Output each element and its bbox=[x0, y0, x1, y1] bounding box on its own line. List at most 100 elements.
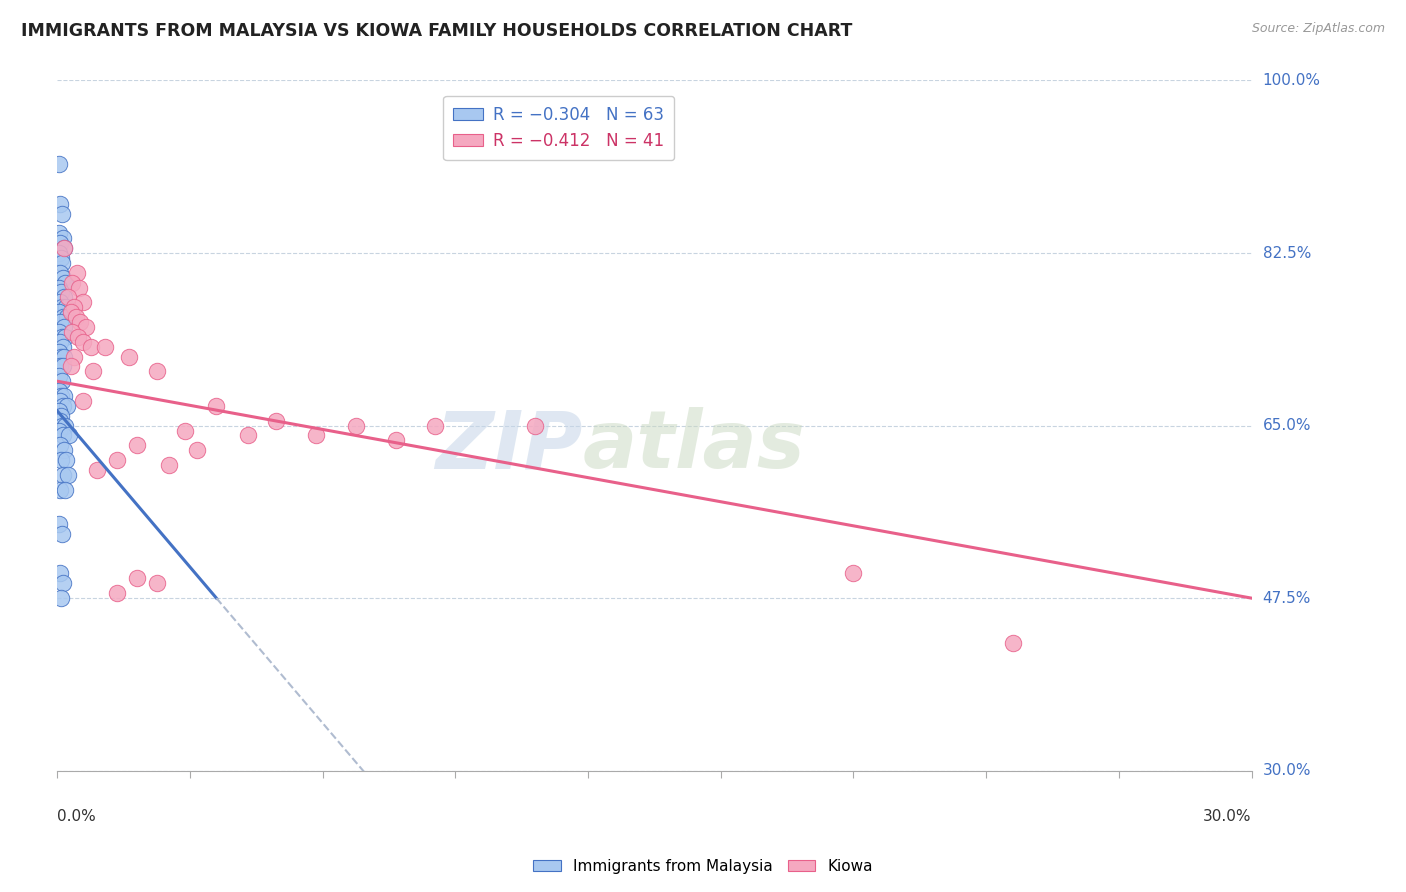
Point bbox=[80, 340, 103, 354]
Point bbox=[51, 374, 73, 388]
Point bbox=[53, 483, 76, 497]
Point bbox=[51, 285, 73, 300]
Point bbox=[58, 290, 80, 304]
Point bbox=[145, 364, 167, 378]
Point bbox=[51, 389, 73, 403]
Point bbox=[51, 453, 73, 467]
Point bbox=[48, 517, 70, 532]
Point bbox=[48, 227, 70, 241]
Point bbox=[56, 399, 79, 413]
Point bbox=[56, 310, 79, 325]
Point bbox=[238, 428, 260, 442]
Text: IMMIGRANTS FROM MALAYSIA VS KIOWA FAMILY HOUSEHOLDS CORRELATION CHART: IMMIGRANTS FROM MALAYSIA VS KIOWA FAMILY… bbox=[21, 22, 852, 40]
Point bbox=[1001, 635, 1024, 649]
Point bbox=[53, 241, 76, 255]
Point bbox=[82, 364, 104, 378]
Point bbox=[63, 300, 86, 314]
Point bbox=[842, 566, 865, 581]
Point bbox=[63, 350, 86, 364]
Point bbox=[118, 350, 141, 364]
Point bbox=[49, 483, 72, 497]
Point bbox=[51, 409, 73, 423]
Point bbox=[58, 467, 80, 482]
Point bbox=[48, 280, 70, 294]
Point bbox=[105, 586, 128, 600]
Point bbox=[52, 231, 75, 245]
Point bbox=[53, 276, 76, 290]
Point bbox=[49, 566, 72, 581]
Point bbox=[425, 418, 447, 433]
Point bbox=[125, 571, 148, 585]
Point bbox=[53, 330, 76, 344]
Point bbox=[145, 576, 167, 591]
Point bbox=[67, 280, 90, 294]
Point bbox=[51, 591, 73, 606]
Text: 65.0%: 65.0% bbox=[1263, 418, 1312, 434]
Point bbox=[48, 424, 70, 438]
Point bbox=[58, 428, 80, 442]
Point bbox=[53, 443, 76, 458]
Point bbox=[49, 438, 72, 452]
Point bbox=[49, 393, 72, 408]
Point bbox=[52, 310, 75, 325]
Point bbox=[60, 305, 83, 319]
Point bbox=[65, 310, 87, 325]
Text: 30.0%: 30.0% bbox=[1204, 809, 1251, 823]
Point bbox=[53, 241, 76, 255]
Point bbox=[55, 300, 77, 314]
Point bbox=[125, 438, 148, 452]
Point bbox=[60, 359, 83, 374]
Point bbox=[51, 527, 73, 541]
Point bbox=[51, 418, 73, 433]
Point bbox=[48, 325, 70, 339]
Point bbox=[157, 458, 180, 472]
Point bbox=[52, 428, 75, 442]
Point bbox=[72, 334, 94, 349]
Point bbox=[52, 340, 75, 354]
Point bbox=[60, 276, 83, 290]
Point bbox=[49, 414, 72, 428]
Point bbox=[75, 320, 97, 334]
Point bbox=[49, 196, 72, 211]
Text: ZIP: ZIP bbox=[436, 408, 582, 485]
Legend: Immigrants from Malaysia, Kiowa: Immigrants from Malaysia, Kiowa bbox=[527, 853, 879, 880]
Text: 47.5%: 47.5% bbox=[1263, 591, 1310, 606]
Point bbox=[94, 340, 117, 354]
Point bbox=[523, 418, 546, 433]
Point bbox=[51, 251, 73, 265]
Point bbox=[53, 418, 76, 433]
Point bbox=[51, 256, 73, 270]
Point bbox=[105, 453, 128, 467]
Point bbox=[51, 350, 73, 364]
Point bbox=[48, 344, 70, 359]
Point bbox=[52, 359, 75, 374]
Point bbox=[53, 389, 76, 403]
Point bbox=[49, 266, 72, 280]
Point bbox=[49, 334, 72, 349]
Point bbox=[53, 290, 76, 304]
Text: 0.0%: 0.0% bbox=[58, 809, 96, 823]
Text: atlas: atlas bbox=[582, 408, 806, 485]
Point bbox=[49, 295, 72, 310]
Point bbox=[60, 325, 83, 339]
Text: 30.0%: 30.0% bbox=[1263, 764, 1312, 778]
Point bbox=[205, 399, 228, 413]
Point bbox=[52, 576, 75, 591]
Point bbox=[51, 300, 73, 314]
Point bbox=[72, 295, 94, 310]
Point bbox=[69, 315, 91, 329]
Point bbox=[53, 350, 76, 364]
Point bbox=[344, 418, 367, 433]
Point bbox=[48, 157, 70, 171]
Point bbox=[186, 443, 208, 458]
Point bbox=[49, 359, 72, 374]
Point bbox=[305, 428, 328, 442]
Point bbox=[53, 320, 76, 334]
Text: Source: ZipAtlas.com: Source: ZipAtlas.com bbox=[1251, 22, 1385, 36]
Point bbox=[384, 434, 406, 448]
Point bbox=[48, 404, 70, 418]
Text: 82.5%: 82.5% bbox=[1263, 245, 1310, 260]
Point bbox=[48, 369, 70, 384]
Point bbox=[66, 330, 89, 344]
Point bbox=[55, 453, 77, 467]
